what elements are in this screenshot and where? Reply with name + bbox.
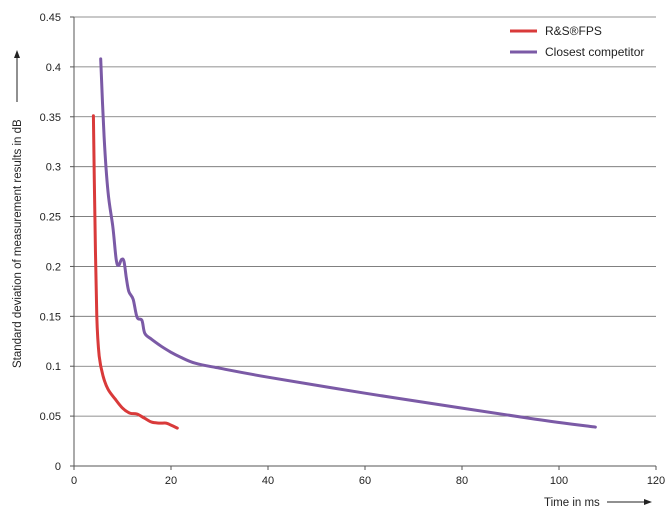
y-tick-label-1: 0.05 [40,411,61,423]
legend-label-closest-competitor: Closest competitor [545,45,644,59]
y-tick-label-2: 0.1 [46,361,61,373]
x-tick-label-2: 40 [262,475,274,487]
y-tick-label-9: 0.45 [40,12,61,24]
x-axis-arrow-head [644,499,652,505]
y-tick-label-3: 0.15 [40,311,61,323]
legend: R&S®FPS Closest competitor [510,24,644,59]
y-tick-label-8: 0.4 [46,62,61,74]
x-tick-label-3: 60 [359,475,371,487]
y-tick-label-0: 0 [55,461,61,473]
y-axis-arrow-head [14,50,20,58]
x-axis-label: Time in ms [544,497,600,506]
y-tick-label-5: 0.25 [40,212,61,224]
legend-label-rs-fps: R&S®FPS [545,24,602,38]
x-tick-label-0: 0 [71,475,77,487]
series-lines [91,57,597,430]
legend-item-closest-competitor: Closest competitor [510,45,644,59]
x-axis-title: Time in ms [544,497,652,506]
gridlines [74,16,656,417]
series-line-closest-competitor [99,57,597,429]
y-axis-title: Standard deviation of measurement result… [12,50,24,368]
x-tick-label-1: 20 [165,475,177,487]
y-tick-label-4: 0.2 [46,261,61,273]
y-tick-labels: 0 0.05 0.1 0.15 0.2 0.25 0.3 0.35 0.4 0.45 [40,12,61,473]
y-tick-label-7: 0.35 [40,112,61,124]
axes [70,16,657,470]
legend-item-rs-fps: R&S®FPS [510,24,602,38]
y-axis-label: Standard deviation of measurement result… [12,119,24,368]
x-tick-label-6: 120 [647,475,665,487]
y-tick-label-6: 0.3 [46,162,61,174]
x-tick-labels: 0 20 40 60 80 100 120 [71,475,665,487]
x-tick-label-5: 100 [550,475,568,487]
x-tick-label-4: 80 [456,475,468,487]
series-line-rs-fps [91,114,179,430]
